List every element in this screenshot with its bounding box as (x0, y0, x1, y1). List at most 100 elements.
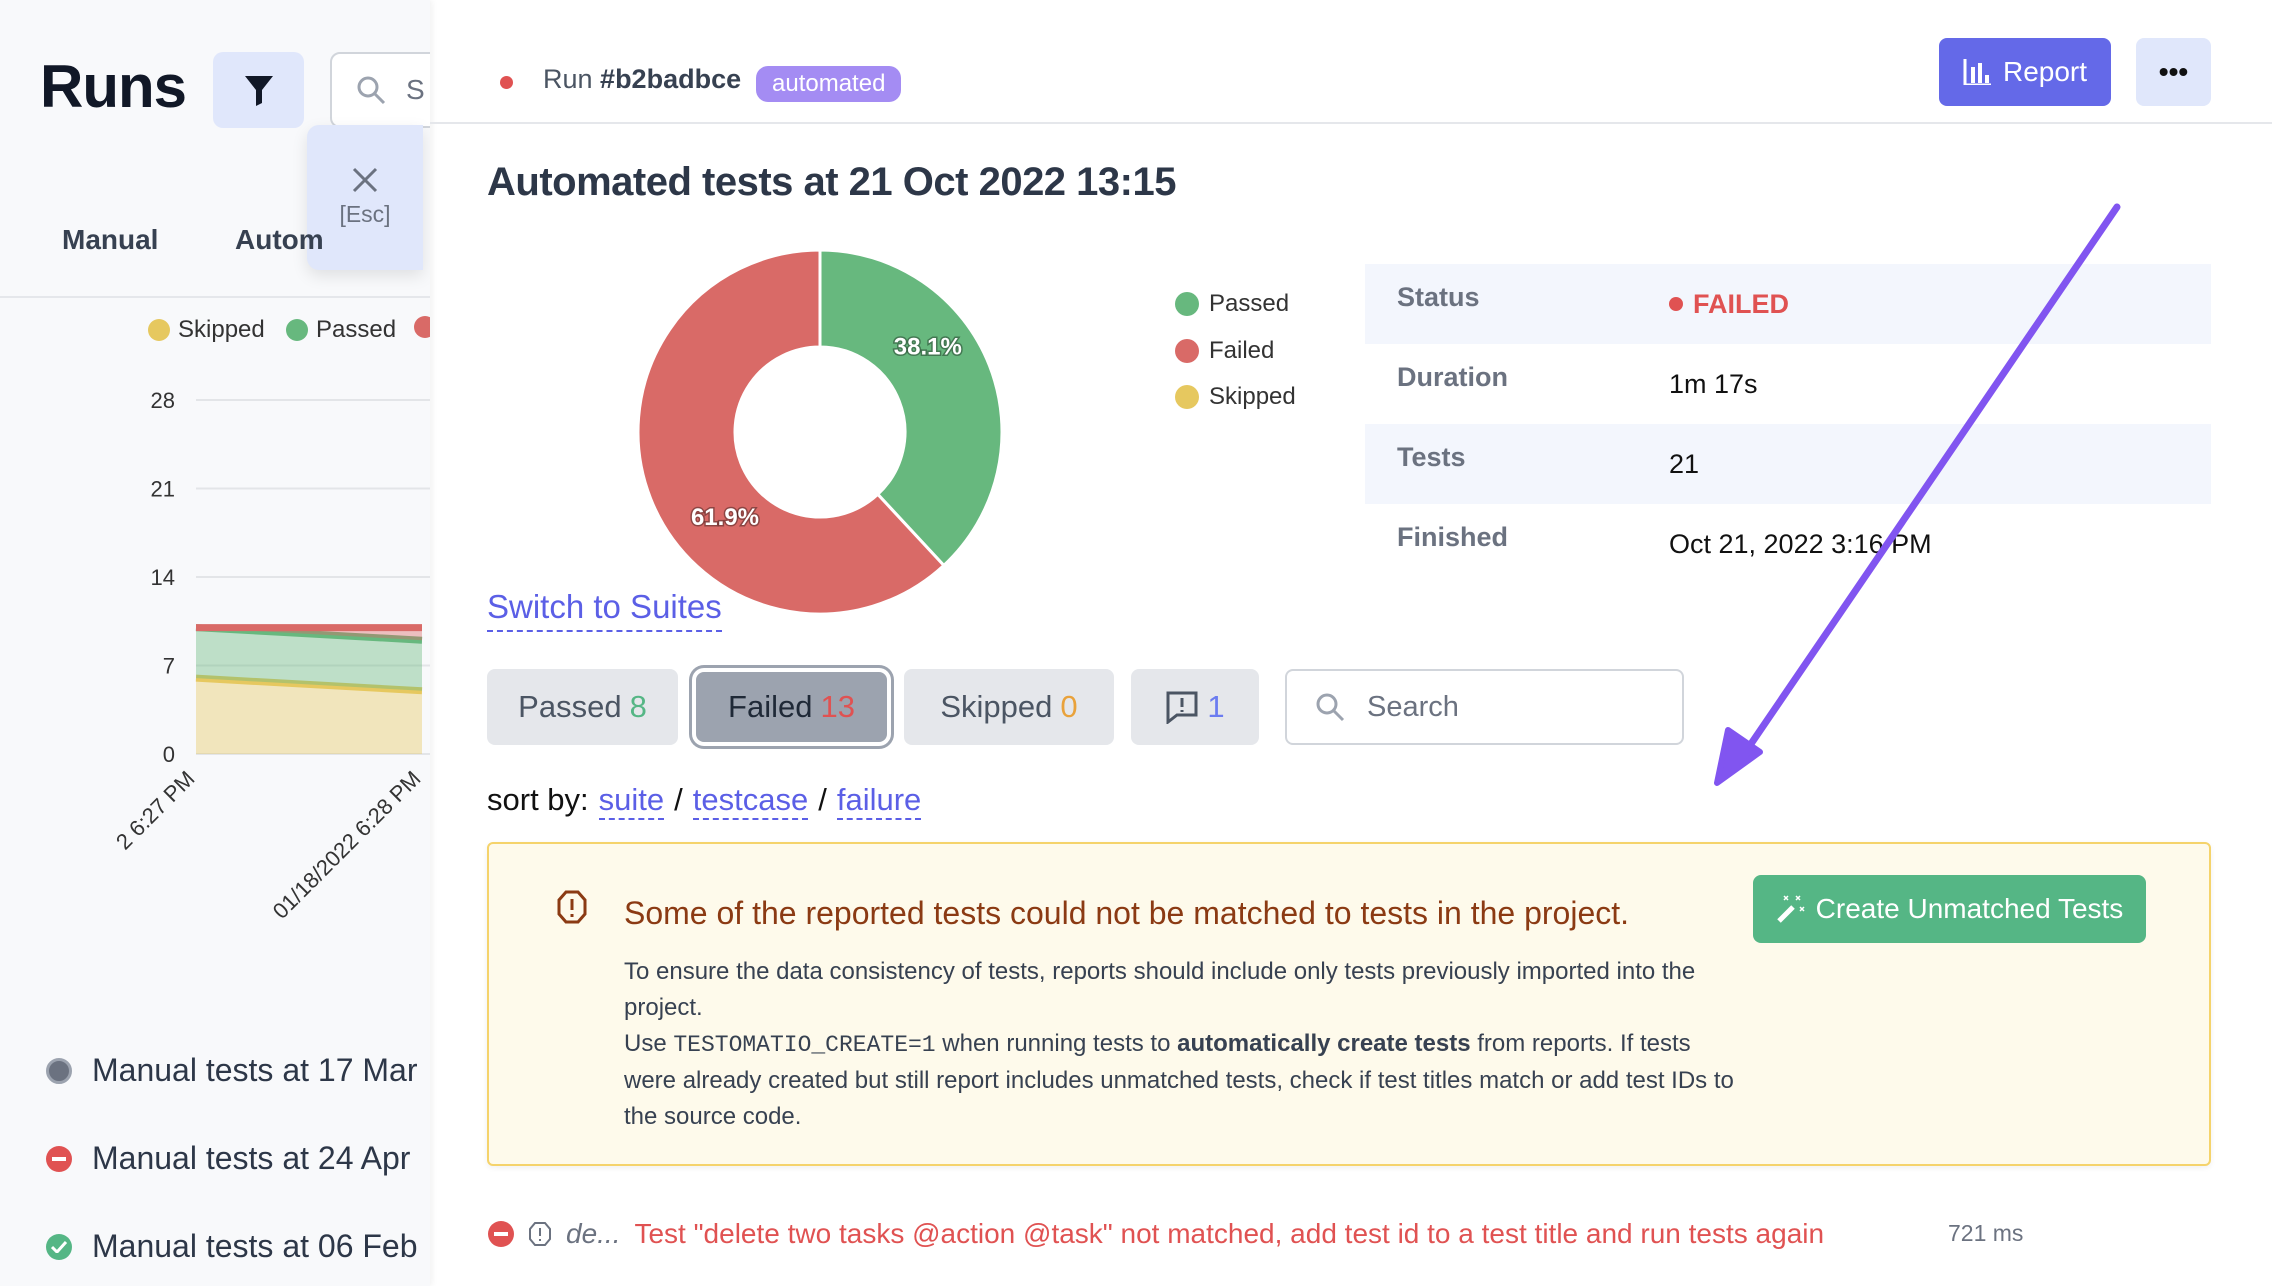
filter-icon (244, 76, 273, 106)
legend-dot (414, 316, 430, 338)
legend-label: Skipped (1209, 383, 1296, 410)
y-tick-label: 14 (151, 565, 175, 590)
switch-to-suites-link[interactable]: Switch to Suites (487, 588, 722, 632)
legend-failed[interactable] (414, 316, 430, 338)
info-row-status: Status FAILED (1365, 264, 2211, 344)
filter-button[interactable] (213, 52, 304, 128)
env-var-code: TESTOMATIO_CREATE=1 (673, 1032, 936, 1058)
sort-by-testcase[interactable]: testcase (692, 782, 809, 820)
button-label: Create Unmatched Tests (1815, 893, 2124, 924)
run-prefix: Run (543, 64, 593, 94)
legend-dot (1175, 292, 1199, 316)
filter-label: Skipped (940, 689, 1053, 724)
run-status-dot (500, 76, 513, 89)
sidebar-search-placeholder: S (406, 74, 425, 105)
filter-count: 0 (1060, 689, 1078, 724)
area-series-0 (196, 678, 422, 754)
area-line-0 (195, 674, 423, 695)
results-donut-chart: 38.1% 61.9% (636, 248, 1004, 616)
pie-legend-passed[interactable]: Passed (1175, 290, 1289, 318)
run-title: Manual tests at 24 Apr (92, 1140, 411, 1176)
text: when running tests to (935, 1030, 1171, 1057)
info-label: Tests (1397, 441, 1466, 472)
x-tick-label: 01/18/2022 6:28 PM (268, 766, 426, 924)
filter-skipped-button[interactable]: Skipped 0 (904, 669, 1114, 745)
info-label: Status (1397, 281, 1480, 312)
filter-count: 8 (629, 689, 647, 724)
runs-sidebar: Runs S [Esc] Manual Autom Skipped Passed… (0, 0, 430, 1286)
status-value: FAILED (1669, 289, 1789, 320)
filter-failed-button[interactable]: Failed 13 (696, 672, 887, 742)
pie-data-label: 38.1% (894, 333, 962, 360)
legend-dot (1175, 339, 1199, 363)
test-error-message: Test "delete two tasks @action @task" no… (634, 1218, 1825, 1249)
tab-automated[interactable]: Autom (235, 224, 324, 255)
filter-passed-button[interactable]: Passed 8 (487, 669, 678, 745)
run-list-item[interactable]: Manual tests at 17 Mar (46, 1052, 417, 1089)
bar-chart-icon (1963, 59, 1991, 85)
test-result-row[interactable]: de... Test "delete two tasks @action @ta… (488, 1218, 1824, 1250)
comment-alert-icon (1166, 691, 1198, 724)
legend-passed[interactable]: Passed (286, 316, 396, 344)
failed-icon (488, 1221, 514, 1247)
x-tick-label: 2 6:27 PM (111, 766, 200, 855)
pie-slice-failed (636, 248, 946, 616)
sort-by-suite[interactable]: suite (598, 782, 665, 820)
tab-manual[interactable]: Manual (62, 224, 159, 255)
y-tick-label: 0 (163, 742, 175, 767)
run-list-item[interactable]: Manual tests at 06 Feb (46, 1228, 418, 1265)
create-unmatched-tests-button[interactable]: Create Unmatched Tests (1753, 875, 2146, 943)
report-label: Report (2002, 56, 2088, 87)
alert-title: Some of the reported tests could not be … (624, 895, 1630, 931)
filter-count: 13 (820, 689, 855, 724)
test-duration: 721 ms (1948, 1220, 2024, 1246)
status-dot (1669, 297, 1683, 311)
alert-text: Use TESTOMATIO_CREATE=1 when running tes… (624, 1026, 1734, 1135)
run-title: Manual tests at 06 Feb (92, 1228, 418, 1264)
close-panel-button[interactable]: [Esc] (307, 125, 423, 270)
legend-label: Skipped (178, 316, 265, 343)
magic-wand-icon (1776, 895, 1805, 923)
close-icon (352, 167, 378, 193)
filter-label: Failed (728, 689, 813, 724)
warning-octagon-icon (557, 890, 587, 924)
ellipsis-icon: ••• (2158, 56, 2189, 87)
filter-comments-button[interactable]: 1 (1131, 669, 1259, 745)
in-progress-icon (46, 1057, 72, 1084)
tests-search-input[interactable]: Search (1285, 669, 1684, 745)
page-title: Automated tests at 21 Oct 2022 13:15 (487, 160, 1176, 204)
more-options-button[interactable]: ••• (2136, 38, 2211, 106)
info-label: Finished (1397, 521, 1509, 552)
sidebar-title: Runs (40, 53, 187, 120)
legend-dot (286, 319, 308, 341)
filter-label: Passed (518, 689, 622, 724)
filter-count: 1 (1207, 689, 1225, 724)
sidebar-search-input[interactable]: S (330, 52, 430, 128)
text: Use (624, 1030, 667, 1057)
run-list-item[interactable]: Manual tests at 24 Apr (46, 1140, 410, 1177)
header-divider (430, 122, 2272, 124)
sort-by-failure[interactable]: failure (836, 782, 922, 820)
legend-label: Failed (1209, 337, 1275, 364)
report-button[interactable]: Report (1939, 38, 2111, 106)
pie-data-label: 61.9% (691, 504, 759, 531)
pie-legend-skipped[interactable]: Skipped (1175, 383, 1296, 411)
info-value: 1m 17s (1669, 368, 1758, 399)
passed-check-icon (46, 1233, 72, 1260)
legend-dot (148, 319, 170, 341)
failed-icon (46, 1145, 72, 1172)
run-id-label: Run #b2badbce (543, 64, 741, 95)
run-info-table: Status FAILED Duration 1m 17s Tests 21 Fini… (1365, 264, 2211, 584)
separator: / (674, 782, 683, 817)
y-tick-label: 21 (151, 477, 175, 502)
runs-area-chart: 28 21 14 7 02 6:27 PM 01/18/2022 6:28 PM (111, 388, 430, 924)
search-placeholder: Search (1367, 690, 1459, 723)
info-label: Duration (1397, 361, 1508, 392)
pie-legend-failed[interactable]: Failed (1175, 337, 1274, 365)
y-tick-label: 7 (163, 654, 175, 679)
legend-skipped[interactable]: Skipped (148, 316, 265, 344)
info-value: 21 (1669, 448, 1700, 479)
status-text: FAILED (1693, 288, 1790, 319)
search-icon (357, 76, 386, 105)
pie-slice-passed (818, 248, 1004, 568)
